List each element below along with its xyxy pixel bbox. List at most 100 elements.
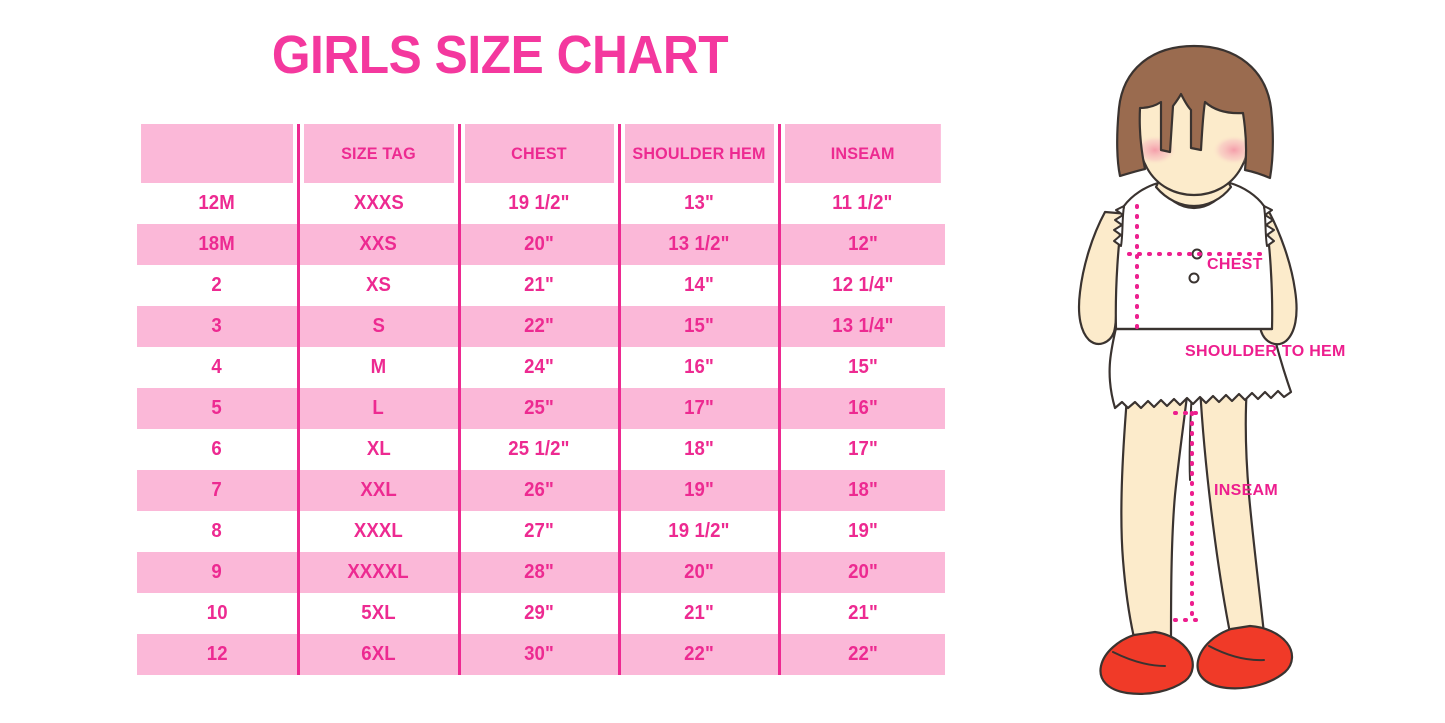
cell-inseam-text: 12" — [847, 233, 878, 255]
table-row: 12 6XL 30" 22" 22" — [137, 634, 945, 675]
cell-size-text: 9 — [211, 561, 222, 583]
cell-size-text: 10 — [206, 602, 228, 624]
cell-size-tag: XL — [296, 429, 459, 470]
cell-size: 18M — [137, 224, 298, 265]
table-header-row: SIZE TAG CHEST SHOULDER HEM INSEAM — [137, 124, 945, 183]
cell-inseam: 20" — [777, 552, 945, 593]
cell-inseam-text: 13 1/4" — [832, 315, 894, 337]
cell-size: 8 — [137, 511, 298, 552]
cell-inseam-text: 12 1/4" — [832, 274, 894, 296]
cell-chest: 24" — [457, 347, 619, 388]
cell-inseam: 12 1/4" — [777, 265, 945, 306]
cell-size-tag: S — [296, 306, 459, 347]
column-header-size-tag: SIZE TAG — [300, 124, 455, 183]
hair-shape — [1116, 44, 1274, 180]
cell-size-tag-text: 6XL — [361, 643, 396, 665]
cell-inseam: 15" — [777, 347, 945, 388]
cell-chest-text: 22" — [524, 315, 554, 337]
cell-inseam-text: 21" — [847, 602, 878, 624]
cell-chest-text: 19 1/2" — [508, 192, 570, 214]
cell-size-tag-text: XXXS — [353, 192, 404, 214]
inseam-bracket — [1173, 411, 1206, 622]
cell-size: 5 — [137, 388, 298, 429]
cell-chest-text: 28" — [524, 561, 554, 583]
cell-size-tag-text: XXXL — [354, 520, 403, 542]
cell-shoulder-hem-text: 15" — [684, 315, 714, 337]
cell-size-text: 5 — [211, 397, 222, 419]
cell-size: 12 — [137, 634, 298, 675]
cell-size-text: 4 — [211, 356, 222, 378]
cell-shoulder-hem: 14" — [617, 265, 779, 306]
cell-shoulder-hem-text: 17" — [684, 397, 714, 419]
cell-size-tag: XXXL — [296, 511, 459, 552]
cell-shoulder-hem: 22" — [617, 634, 779, 675]
cell-inseam: 21" — [777, 593, 945, 634]
cell-shoulder-hem-text: 13 1/2" — [668, 233, 730, 255]
cell-shoulder-hem-text: 19 1/2" — [668, 520, 730, 542]
cell-size-tag: L — [296, 388, 459, 429]
cell-inseam: 16" — [777, 388, 945, 429]
cell-chest-text: 27" — [524, 520, 554, 542]
cell-inseam-text: 11 1/2" — [832, 192, 893, 214]
table-row: 10 5XL 29" 21" 21" — [137, 593, 945, 634]
cell-shoulder-hem-text: 16" — [684, 356, 714, 378]
cell-size-text: 6 — [211, 438, 222, 460]
cell-inseam: 22" — [777, 634, 945, 675]
cell-chest: 21" — [457, 265, 619, 306]
cell-size: 12M — [137, 183, 298, 224]
annotation-label-chest: CHEST — [1207, 256, 1263, 273]
cell-shoulder-hem-text: 18" — [684, 438, 714, 460]
cell-size-tag-text: 5XL — [361, 602, 396, 624]
column-header-size — [141, 124, 294, 183]
cell-chest-text: 26" — [524, 479, 554, 501]
cell-size-tag-text: S — [372, 315, 385, 337]
cell-size-text: 8 — [211, 520, 222, 542]
cell-chest: 22" — [457, 306, 619, 347]
cell-size-tag: XXS — [296, 224, 459, 265]
cell-chest: 20" — [457, 224, 619, 265]
shoes-shape — [1099, 624, 1294, 695]
cell-size-tag: XS — [296, 265, 459, 306]
cell-shoulder-hem-text: 21" — [684, 602, 714, 624]
cell-inseam: 12" — [777, 224, 945, 265]
table-row: 2 XS 21" 14" 12 1/4" — [137, 265, 945, 306]
cell-size: 9 — [137, 552, 298, 593]
cell-shoulder-hem-text: 19" — [684, 479, 714, 501]
table-row: 18M XXS 20" 13 1/2" 12" — [137, 224, 945, 265]
cell-shoulder-hem: 16" — [617, 347, 779, 388]
cell-size-text: 2 — [211, 274, 222, 296]
cell-chest-text: 30" — [524, 643, 554, 665]
cell-inseam-text: 20" — [847, 561, 878, 583]
cell-size-tag-text: XS — [365, 274, 391, 296]
cell-inseam-text: 15" — [847, 356, 878, 378]
cell-size-tag: XXXXL — [296, 552, 459, 593]
cell-size-text: 12 — [206, 643, 228, 665]
cell-size-text: 3 — [211, 315, 222, 337]
cell-chest-text: 25" — [524, 397, 554, 419]
cell-inseam-text: 16" — [847, 397, 878, 419]
cell-chest-text: 29" — [524, 602, 554, 624]
cell-inseam-text: 18" — [847, 479, 878, 501]
cell-size-text: 18M — [198, 233, 235, 255]
skirt-shape — [1108, 326, 1293, 410]
cell-size-tag-text: XXL — [360, 479, 397, 501]
cell-size: 2 — [137, 265, 298, 306]
cell-size: 3 — [137, 306, 298, 347]
cell-size-tag-text: XL — [366, 438, 391, 460]
cell-chest: 29" — [457, 593, 619, 634]
cell-shoulder-hem: 21" — [617, 593, 779, 634]
cell-size: 4 — [137, 347, 298, 388]
table-row: 7 XXL 26" 19" 18" — [137, 470, 945, 511]
column-header-chest: CHEST — [461, 124, 615, 183]
table-row: 4 M 24" 16" 15" — [137, 347, 945, 388]
table-row: 5 L 25" 17" 16" — [137, 388, 945, 429]
cell-size-text: 12M — [198, 192, 235, 214]
cell-shoulder-hem-text: 13" — [684, 192, 714, 214]
cell-size-tag: 6XL — [296, 634, 459, 675]
cell-shoulder-hem: 19 1/2" — [617, 511, 779, 552]
cell-size-tag: XXL — [296, 470, 459, 511]
cell-chest: 26" — [457, 470, 619, 511]
cell-inseam-text: 19" — [847, 520, 878, 542]
cell-chest: 28" — [457, 552, 619, 593]
cell-inseam-text: 17" — [847, 438, 878, 460]
